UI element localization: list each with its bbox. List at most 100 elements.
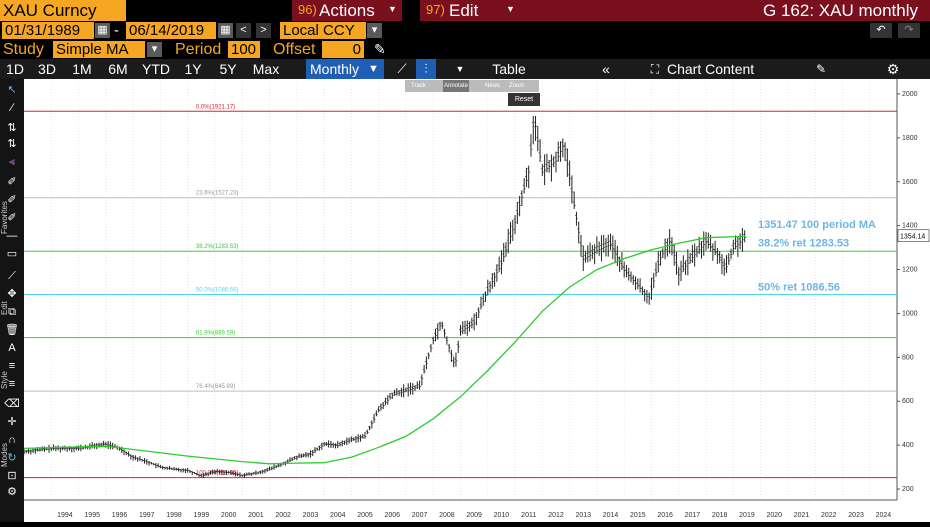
chart-toolbar: 1D 3D 1M 6M YTD 1Y 5Y Max Monthly ▼ ⟋ ⫶ ▼ Table… xyxy=(0,59,930,79)
study-tool-icon[interactable]: ⇅ xyxy=(7,122,17,134)
redo-icon[interactable]: ↷ xyxy=(898,23,920,38)
edit-menu[interactable]: 97) Edit ▼ xyxy=(420,0,520,21)
gear-icon[interactable]: ⚙ xyxy=(886,61,900,77)
zoom-button[interactable]: Zoom xyxy=(509,83,525,89)
text-tool-icon[interactable]: A xyxy=(8,342,16,354)
x-tick-label: 2017 xyxy=(685,512,701,519)
pencil-icon[interactable]: ✎ xyxy=(374,41,386,57)
x-tick-label: 2000 xyxy=(221,512,237,519)
chart-content-button[interactable]: Chart Content xyxy=(667,61,755,77)
caret-down-icon: ▼ xyxy=(368,63,379,75)
y-tick-label: 1000 xyxy=(902,310,918,317)
ticker-field[interactable]: XAU Curncy xyxy=(0,0,126,21)
calendar-icon[interactable]: ▦ xyxy=(95,23,110,38)
table-button[interactable]: Table xyxy=(492,61,526,77)
x-tick-label: 2001 xyxy=(248,512,264,519)
currency-field[interactable]: Local CCY xyxy=(280,22,366,39)
range-button-1d[interactable]: 1D xyxy=(6,61,24,77)
undo-icon[interactable]: ↶ xyxy=(870,23,892,38)
fib-label: 50.0%(1086.56) xyxy=(196,287,239,293)
study-field[interactable]: Simple MA xyxy=(53,41,145,58)
chart-annotation: 50% ret 1086.56 xyxy=(758,281,840,293)
caret-down-icon: ▼ xyxy=(506,4,515,14)
brush-icon[interactable]: ✐ xyxy=(7,176,17,188)
line-style-icon[interactable]: ≡ xyxy=(8,360,16,372)
x-tick-label: 2021 xyxy=(794,512,810,519)
y-tick-label: 1800 xyxy=(902,135,918,142)
draw-line-icon[interactable]: ⟋ xyxy=(8,270,16,282)
frequency-select[interactable]: Monthly ▼ xyxy=(306,59,384,79)
study-tool-icon[interactable]: ⇅ xyxy=(7,138,17,150)
start-date-field[interactable]: 01/31/1989 xyxy=(2,22,94,39)
dropdown-icon[interactable]: ▾ xyxy=(367,23,382,38)
next-arrow-icon[interactable]: > xyxy=(256,23,271,38)
horizontal-line-icon[interactable]: — xyxy=(6,230,18,242)
date-dash: - xyxy=(114,22,119,39)
x-tick-label: 2024 xyxy=(876,512,892,519)
actions-num: 96) xyxy=(298,2,317,17)
range-button-1y[interactable]: 1Y xyxy=(184,61,202,77)
chart-area[interactable]: 1994 1995 1996 1997 1998 1999 2000 2001 2002 2003… xyxy=(22,79,930,522)
line-draw-icon[interactable]: ∕ xyxy=(11,102,13,114)
range-button-5y[interactable]: 5Y xyxy=(219,61,237,77)
track-button[interactable]: Track xyxy=(411,83,426,89)
range-button-max[interactable]: Max xyxy=(252,61,280,77)
line-chart-icon[interactable]: ⟋ xyxy=(397,61,407,76)
double-chevron-left-icon[interactable]: « xyxy=(602,61,610,77)
dropdown-icon[interactable]: ▾ xyxy=(147,42,162,57)
window-title: G 162: XAU monthly xyxy=(763,1,918,20)
bar-chart-icon[interactable]: ⫶ xyxy=(416,59,436,79)
annotate-button[interactable]: Annotate xyxy=(443,80,470,92)
title-gap xyxy=(126,0,292,21)
lock-icon[interactable]: ⊡ xyxy=(7,470,17,482)
chart-annotation: 38.2% ret 1283.53 xyxy=(758,238,849,250)
brush-icon[interactable]: ✐ xyxy=(7,194,17,206)
fib-label: 38.2%(1283.53) xyxy=(196,244,239,250)
edit-num: 97) xyxy=(426,2,445,17)
x-tick-label: 1999 xyxy=(194,512,210,519)
price-chart-svg[interactable]: 1994 1995 1996 1997 1998 1999 2000 2001 2002 2003… xyxy=(22,79,930,522)
line-style-icon[interactable]: ≡ xyxy=(8,378,16,390)
magnet-icon[interactable]: ∩ xyxy=(8,434,16,446)
news-button[interactable]: News xyxy=(485,83,501,89)
fib-label: 76.4%(645.89) xyxy=(196,384,235,390)
end-date-field[interactable]: 06/14/2019 xyxy=(126,22,216,39)
refresh-icon[interactable]: ↻ xyxy=(7,452,17,464)
trash-icon[interactable]: 🗑 xyxy=(5,324,19,336)
window-title-bar: G 162: XAU monthly xyxy=(520,0,930,21)
caret-down-icon[interactable]: ▼ xyxy=(455,64,465,74)
range-button-6m[interactable]: 6M xyxy=(108,61,128,77)
actions-menu[interactable]: 96) Actions ▼ xyxy=(292,0,402,21)
pointer-icon[interactable]: ↖ xyxy=(7,84,17,96)
fib-tool-icon[interactable]: ⫷ xyxy=(8,156,16,168)
copy-icon[interactable]: ⧉ xyxy=(8,306,16,318)
brush-icon[interactable]: ✐ xyxy=(7,212,17,224)
edit-chart-icon[interactable]: ✎ xyxy=(815,62,827,76)
drawing-tool-column: ↖ ∕ ⇅ ⇅ ⫷ ✐ ✐ ✐ — ▭ ⟋ ✥ ⧉ 🗑 A ≡ ≡ ⌫ ✛ ∩ … xyxy=(0,79,24,522)
move-icon[interactable]: ✥ xyxy=(7,288,17,300)
settings-icon[interactable]: ⚙ xyxy=(7,486,17,498)
range-button-1m[interactable]: 1M xyxy=(72,61,92,77)
range-button-ytd[interactable]: YTD xyxy=(142,61,170,77)
x-tick-label: 2003 xyxy=(303,512,319,519)
y-tick-label: 200 xyxy=(902,486,914,493)
x-tick-label: 2006 xyxy=(385,512,401,519)
eraser-icon[interactable]: ⌫ xyxy=(4,398,20,410)
y-tick-label: 1200 xyxy=(902,267,918,274)
x-tick-label: 2010 xyxy=(494,512,510,519)
x-tick-label: 2022 xyxy=(821,512,837,519)
fib-label: 100.0%(251.95) xyxy=(196,471,239,477)
prev-arrow-icon[interactable]: < xyxy=(236,23,251,38)
period-field[interactable]: 100 xyxy=(228,41,260,58)
actions-label: Actions xyxy=(319,1,375,20)
title-bar: XAU Curncy 96) Actions ▼ 97) Edit ▼ G 16… xyxy=(0,0,930,21)
reset-button[interactable]: Reset xyxy=(508,93,540,106)
crosshair-icon[interactable]: ✛ xyxy=(7,416,17,428)
calendar-icon[interactable]: ▦ xyxy=(218,23,233,38)
x-tick-label: 2011 xyxy=(521,512,536,519)
rectangle-icon[interactable]: ▭ xyxy=(6,248,18,260)
x-tick-label: 2014 xyxy=(603,512,619,519)
offset-field[interactable]: 0 xyxy=(322,41,364,58)
y-tick-label: 1400 xyxy=(902,223,918,230)
range-button-3d[interactable]: 3D xyxy=(38,61,56,77)
